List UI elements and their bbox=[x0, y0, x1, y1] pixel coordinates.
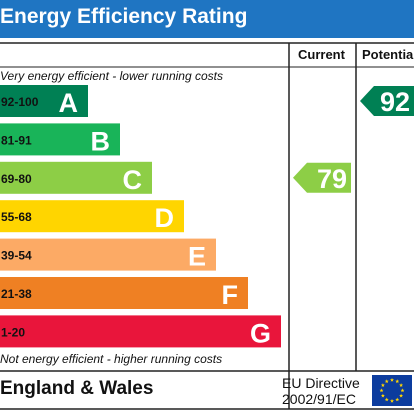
header-potential: Potential bbox=[362, 47, 414, 62]
flag-star bbox=[384, 379, 389, 384]
band-letter-b: B bbox=[91, 126, 111, 156]
band-a: 92-100 A bbox=[0, 85, 88, 118]
band-e: 39-54 E bbox=[0, 238, 216, 272]
title-bar: Energy Efficiency Rating bbox=[0, 0, 414, 38]
bottom-caption: Not energy efficient - higher running co… bbox=[0, 352, 223, 366]
band-letter-c: C bbox=[123, 165, 143, 195]
flag-star bbox=[380, 393, 385, 398]
band-letter-f: F bbox=[222, 280, 239, 310]
region-label: England & Wales bbox=[0, 378, 154, 399]
flag-star bbox=[395, 379, 400, 384]
header-current: Current bbox=[298, 47, 345, 62]
current-rating-arrow-shape bbox=[293, 162, 351, 193]
band-letter-a: A bbox=[59, 88, 79, 118]
band-bar-g bbox=[0, 315, 281, 348]
flag-star bbox=[390, 377, 394, 382]
band-bar-d bbox=[0, 200, 184, 233]
band-range-a: 92-100 bbox=[1, 95, 39, 109]
flag-star bbox=[400, 388, 405, 393]
top-caption: Very energy efficient - lower running co… bbox=[0, 69, 223, 83]
band-range-e: 39-54 bbox=[1, 249, 32, 263]
band-range-g: 1-20 bbox=[1, 325, 25, 339]
potential-rating-arrow-shape bbox=[360, 86, 414, 116]
flag-star bbox=[384, 397, 389, 402]
band-letter-e: E bbox=[188, 242, 206, 272]
eu-directive-line1: EU Directive bbox=[282, 375, 360, 391]
band-bar-e bbox=[0, 238, 216, 271]
band-f: 21-38 F bbox=[0, 277, 248, 310]
eu-flag-icon bbox=[372, 375, 412, 406]
band-range-c: 69-80 bbox=[1, 172, 32, 186]
potential-rating-arrow: 92 bbox=[360, 86, 414, 117]
band-range-d: 55-68 bbox=[1, 210, 32, 224]
rating-arrows: 79 92 bbox=[293, 86, 414, 194]
potential-rating-arrow-value: 92 bbox=[380, 87, 410, 117]
band-bar-f bbox=[0, 277, 248, 309]
band-bar-b bbox=[0, 123, 120, 156]
rating-bands: 92-100 A 81-91 B 69-80 C 55-68 D 39-54 E 21-38 F 1-2… bbox=[0, 85, 281, 348]
current-rating-arrow-value: 79 bbox=[317, 164, 347, 194]
eu-directive-line2: 2002/91/EC bbox=[282, 391, 356, 407]
chart-title: Energy Efficiency Rating bbox=[0, 5, 248, 28]
flag-star bbox=[390, 398, 394, 403]
flag-star bbox=[395, 397, 400, 402]
flag-star bbox=[399, 393, 404, 398]
flag-star bbox=[380, 383, 385, 387]
band-g: 1-20 G bbox=[0, 315, 281, 348]
flag-star bbox=[379, 388, 384, 393]
band-letter-g: G bbox=[250, 318, 271, 348]
band-letter-d: D bbox=[155, 203, 175, 233]
band-b: 81-91 B bbox=[0, 123, 120, 156]
flag-star bbox=[399, 383, 404, 387]
band-range-f: 21-38 bbox=[1, 287, 32, 301]
band-bar-c bbox=[0, 161, 152, 194]
band-c: 69-80 C bbox=[0, 161, 152, 195]
current-rating-arrow: 79 bbox=[293, 162, 351, 194]
band-bar-a bbox=[0, 85, 88, 117]
band-d: 55-68 D bbox=[0, 200, 184, 233]
band-range-b: 81-91 bbox=[1, 133, 32, 147]
